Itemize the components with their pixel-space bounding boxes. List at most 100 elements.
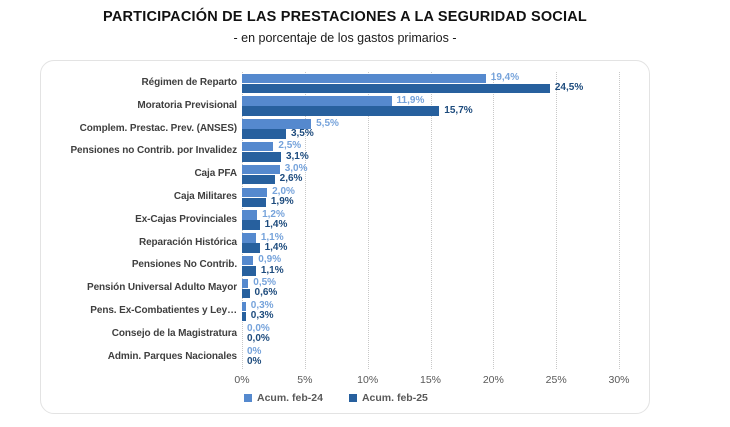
bar-feb25: [242, 174, 275, 185]
category-label: Caja PFA: [194, 168, 237, 180]
chart-row: Pensiones no Contrib. por Invalidez 2,5% 3…: [41, 140, 649, 163]
bar-group: 19,4% 24,5%: [242, 72, 619, 95]
bar-feb24: [242, 164, 280, 175]
bar-feb25: [242, 129, 286, 139]
legend-item-feb25: Acum. feb-25: [348, 392, 428, 404]
gridline-15%: [430, 72, 432, 369]
gridline-30%: [619, 72, 620, 369]
bar-group: 0,0% 0,0%: [242, 323, 619, 346]
page-title: PARTICIPACIÓN DE LAS PRESTACIONES A LA S…: [103, 9, 587, 25]
gridline-25%: [556, 72, 558, 369]
category-label: Moratoria Previsional: [137, 99, 237, 111]
value-label-feb24: 1,2%: [262, 208, 285, 220]
chart-row: Pensiones No Contrib. 0,9% 1,1%: [41, 254, 649, 277]
chart-row: Caja PFA 3,0% 2,6%: [41, 163, 649, 186]
x-tick-label: 20%: [482, 374, 504, 386]
value-label-feb24: 3,0%: [284, 163, 308, 175]
legend: Acum. feb-24 Acum. feb-25: [244, 392, 428, 404]
legend-label: Acum. feb-24: [257, 392, 323, 404]
value-label-feb24: 0,3%: [250, 300, 274, 312]
value-label-feb24: 2,0%: [272, 186, 295, 198]
value-label-feb25: 3,5%: [290, 127, 314, 139]
bar-group: 0,3% 0,3%: [242, 300, 619, 323]
category-label: Régimen de Reparto: [141, 77, 238, 88]
gridline-5%: [304, 72, 306, 369]
value-label-feb25: 1,4%: [264, 241, 288, 253]
value-label-feb24: 5,5%: [316, 117, 339, 129]
bar-feb24: [242, 141, 274, 152]
legend-label: Acum. feb-25: [361, 392, 428, 404]
legend-swatch-icon: [348, 394, 357, 402]
x-tick-label: 0%: [234, 374, 250, 386]
category-label: Consejo de la Magistratura: [111, 327, 237, 339]
category-label: Ex-Cajas Provinciales: [135, 213, 237, 225]
bar-group: 3,0% 2,6%: [242, 163, 619, 186]
bar-feb24: [242, 119, 312, 129]
bar-group: 2,0% 1,9%: [242, 186, 619, 209]
bar-feb24: [242, 187, 268, 198]
value-label-feb25: 0,3%: [250, 310, 274, 322]
bar-feb24: [242, 210, 258, 220]
value-label-feb25: 1,1%: [260, 264, 284, 276]
bar-group: 0,5% 0,6%: [242, 277, 619, 300]
bar-feb25: [242, 197, 266, 208]
x-tick-label: 10%: [357, 374, 379, 386]
category-label: Admin. Parques Nacionales: [107, 350, 237, 362]
value-label-feb25: 15,7%: [444, 104, 473, 116]
bar-feb24: [242, 96, 392, 106]
x-tick-label: 15%: [419, 374, 442, 386]
value-label-feb25: 0,6%: [254, 287, 278, 299]
gridline-10%: [367, 72, 369, 369]
value-label-feb24: 1,1%: [260, 231, 284, 243]
category-label: Pensión Universal Adulto Mayor: [87, 282, 237, 294]
value-label-feb24: 2,5%: [278, 140, 302, 152]
bar-feb24: [242, 301, 246, 312]
bar-feb24: [242, 278, 249, 289]
bar-feb24: [242, 255, 254, 266]
chart-row: Ex-Cajas Provinciales 1,2% 1,4%: [41, 209, 649, 232]
category-label: Caja Militares: [173, 190, 237, 202]
x-tick-label: 5%: [297, 374, 313, 386]
bar-feb24: [242, 73, 486, 84]
bar-feb25: [242, 152, 281, 162]
value-label-feb25: 2,6%: [279, 173, 303, 185]
bar-feb25: [242, 83, 550, 94]
bar-feb25: [242, 311, 246, 322]
value-label-feb24: 19,4%: [490, 72, 520, 84]
category-label: Reparación Histórica: [138, 236, 237, 248]
page-subtitle: - en porcentaje de los gastos primarios …: [233, 31, 457, 45]
chart-row: Complem. Prestac. Prev. (ANSES) 5,5% 3,5%: [41, 118, 649, 141]
bar-feb25: [242, 243, 260, 253]
chart-row: Consejo de la Magistratura 0,0% 0,0%: [41, 323, 649, 346]
bar-feb25: [242, 220, 260, 230]
gridline-20%: [493, 72, 495, 369]
chart-row: Admin. Parques Nacionales 0% 0%: [41, 346, 649, 369]
bar-group: 1,1% 1,4%: [242, 232, 619, 255]
legend-item-feb24: Acum. feb-24: [244, 392, 323, 404]
chart-row: Moratoria Previsional 11,9% 15,7%: [41, 95, 649, 118]
bar-group: 5,5% 3,5%: [242, 118, 619, 141]
bar-group: 11,9% 15,7%: [242, 95, 619, 118]
bar-feb25: [242, 266, 256, 276]
chart-row: Régimen de Reparto 19,4% 24,5%: [41, 72, 649, 95]
category-label: Pensiones No Contrib.: [131, 259, 237, 271]
value-label-feb24: 0%: [247, 345, 262, 357]
value-label-feb24: 11,9%: [396, 94, 425, 106]
bar-feb25: [242, 288, 250, 299]
value-label-feb25: 0%: [247, 355, 262, 367]
value-label-feb24: 0,0%: [247, 322, 270, 334]
category-label: Pens. Ex-Combatientes y Ley…: [90, 304, 237, 316]
value-label-feb25: 0,0%: [247, 332, 270, 344]
value-label-feb24: 0,9%: [258, 254, 282, 266]
value-label-feb25: 24,5%: [554, 82, 584, 94]
bar-group: 1,2% 1,4%: [242, 209, 619, 232]
x-tick-label: 30%: [608, 374, 630, 386]
chart-row: Pens. Ex-Combatientes y Ley… 0,3% 0,3%: [41, 300, 649, 323]
category-label: Complem. Prestac. Prev. (ANSES): [79, 122, 237, 134]
bar-rows: Régimen de Reparto 19,4% 24,5% Moratoria Pr…: [41, 72, 649, 368]
bar-feb24: [242, 233, 256, 243]
bar-group: 0,9% 1,1%: [242, 254, 619, 277]
plot-area: Régimen de Reparto 19,4% 24,5% Moratoria Pr…: [41, 72, 649, 369]
chart-row: Pensión Universal Adulto Mayor 0,5% 0,6%: [41, 277, 649, 300]
chart-container: Régimen de Reparto 19,4% 24,5% Moratoria Pr…: [40, 60, 650, 414]
